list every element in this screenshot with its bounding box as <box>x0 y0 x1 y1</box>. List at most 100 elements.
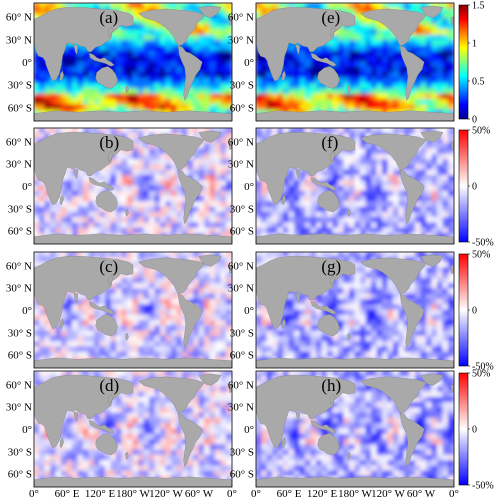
latitude-tick-label: 60° N <box>6 379 32 391</box>
latitude-tick-label: 0° <box>22 305 32 317</box>
panel-frame <box>33 370 233 488</box>
latitude-tick-label: 60° N <box>6 12 32 24</box>
latitude-tick-label: 60° N <box>6 136 32 148</box>
colorbar-tick-label: 0 <box>472 306 477 317</box>
map-panel-h: (h) <box>255 370 455 488</box>
latitude-tick-label: 30° N <box>228 283 254 295</box>
longitude-tick-label: 120° E <box>85 488 116 498</box>
latitude-tick-label: 30° N <box>6 159 32 171</box>
colorbar-gradient <box>458 253 469 367</box>
colorbar-gradient <box>458 4 469 120</box>
map-panel-d: (d) <box>33 370 233 488</box>
latitude-tick-label: 30° S <box>230 80 254 92</box>
panel-label: (g) <box>321 257 341 276</box>
panel-label: (a) <box>99 8 118 27</box>
latitude-tick-label: 60° S <box>8 102 32 114</box>
latitude-tick-label: 0° <box>244 57 254 69</box>
colorbar-tick-label: 50% <box>472 250 490 261</box>
latitude-tick-label: 30° S <box>230 327 254 339</box>
latitude-tick-label: 30° S <box>8 203 32 215</box>
colorbar-tick-label: -50% <box>472 362 494 373</box>
colorbar-gradient <box>458 129 469 243</box>
longitude-tick-label: 0° <box>227 488 237 498</box>
latitude-tick-label: 30° S <box>230 203 254 215</box>
latitude-tick-label: 30° S <box>230 446 254 458</box>
latitude-tick-label: 60° N <box>228 12 254 24</box>
colorbar-tick-label: 1.5 <box>472 1 485 12</box>
map-panel-c: (c) <box>33 251 233 369</box>
longitude-tick-label: 120° W <box>371 488 405 498</box>
colorbar-tick-label: 0 <box>472 425 477 436</box>
latitude-tick-label: 0° <box>22 424 32 436</box>
latitude-tick-label: 60° S <box>230 102 254 114</box>
panel-label: (h) <box>321 376 341 395</box>
longitude-tick-label: 60° E <box>55 488 80 498</box>
latitude-tick-label: 60° N <box>228 379 254 391</box>
latitude-tick-label: 0° <box>22 57 32 69</box>
longitude-tick-labels-right: 0° 60° E 120° E 180° W 120° W 60° W 0° <box>251 488 459 498</box>
latitude-tick-label: 30° N <box>228 159 254 171</box>
colorbar-tick-label: -50% <box>472 481 494 492</box>
colorbar-tick-label: 50% <box>472 369 490 380</box>
longitude-tick-label: 60° E <box>277 488 302 498</box>
longitude-tick-label: 0° <box>449 488 459 498</box>
colorbar-3: 50% 0 -50% <box>458 250 494 373</box>
latitude-tick-label: 0° <box>244 305 254 317</box>
panel-frame <box>255 127 455 245</box>
latitude-tick-label: 0° <box>22 181 32 193</box>
colorbar-tick-label: 1 <box>472 39 477 50</box>
map-panel-a: (a) <box>33 2 233 122</box>
latitude-tick-label: 30° N <box>228 34 254 46</box>
latitude-tick-label: 60° S <box>230 226 254 238</box>
latitude-tick-label: 60° N <box>228 136 254 148</box>
longitude-tick-label: 0° <box>251 488 261 498</box>
latitude-tick-label: 30° N <box>6 34 32 46</box>
colorbar-tick-label: -50% <box>472 238 494 249</box>
latitude-tick-label: 0° <box>244 424 254 436</box>
latitude-tick-label: 60° N <box>228 260 254 272</box>
map-panel-e: (e) <box>255 2 455 122</box>
latitude-tick-label: 0° <box>244 181 254 193</box>
panel-label: (d) <box>99 376 119 395</box>
latitude-tick-label: 30° N <box>6 283 32 295</box>
latitude-tick-label: 60° N <box>6 260 32 272</box>
latitude-tick-label: 30° N <box>228 402 254 414</box>
colorbar-tick-label: 50% <box>472 126 490 137</box>
longitude-tick-label: 120° W <box>149 488 183 498</box>
colorbar-4: 50% 0 -50% <box>458 369 494 492</box>
panel-frame <box>255 370 455 488</box>
latitude-tick-label: 30° S <box>8 80 32 92</box>
colorbar-1: 1.5 1 0.5 0 <box>458 1 485 126</box>
latitude-tick-label: 60° S <box>8 226 32 238</box>
longitude-tick-label: 180° W <box>338 488 372 498</box>
colorbar-2: 50% 0 -50% <box>458 126 494 249</box>
map-panel-f: (f) <box>255 127 455 245</box>
latitude-tick-label: 60° S <box>8 350 32 362</box>
panel-frame <box>33 251 233 369</box>
latitude-tick-label: 60° S <box>230 350 254 362</box>
longitude-tick-label: 0° <box>29 488 39 498</box>
longitude-tick-label: 120° E <box>307 488 338 498</box>
panel-label: (f) <box>321 133 338 152</box>
panel-label: (c) <box>99 257 118 276</box>
colorbar-gradient <box>458 372 469 486</box>
longitude-tick-label: 60° W <box>407 488 436 498</box>
latitude-tick-label: 60° S <box>230 469 254 481</box>
longitude-tick-label: 180° W <box>116 488 150 498</box>
latitude-tick-labels-right: 60° N 30° N 0° 30° S 60° S 60° N 30° N 0° 30° S 6… <box>228 12 254 481</box>
panel-frame <box>33 2 233 122</box>
map-panel-b: (b) <box>33 127 233 245</box>
latitude-tick-label: 30° N <box>6 402 32 414</box>
panel-frame <box>255 251 455 369</box>
latitude-tick-labels-left: 60° N 30° N 0° 30° S 60° S 60° N 30° N 0° 30° S 6… <box>6 12 32 481</box>
panel-frame <box>33 127 233 245</box>
latitude-tick-label: 60° S <box>8 469 32 481</box>
longitude-tick-label: 60° W <box>185 488 214 498</box>
colorbar-tick-label: 0 <box>472 182 477 193</box>
field-cells <box>256 252 454 368</box>
panel-label: (b) <box>99 133 119 152</box>
map-panel-g: (g) <box>255 251 455 369</box>
latitude-tick-label: 30° S <box>8 327 32 339</box>
panel-label: (e) <box>321 8 340 27</box>
